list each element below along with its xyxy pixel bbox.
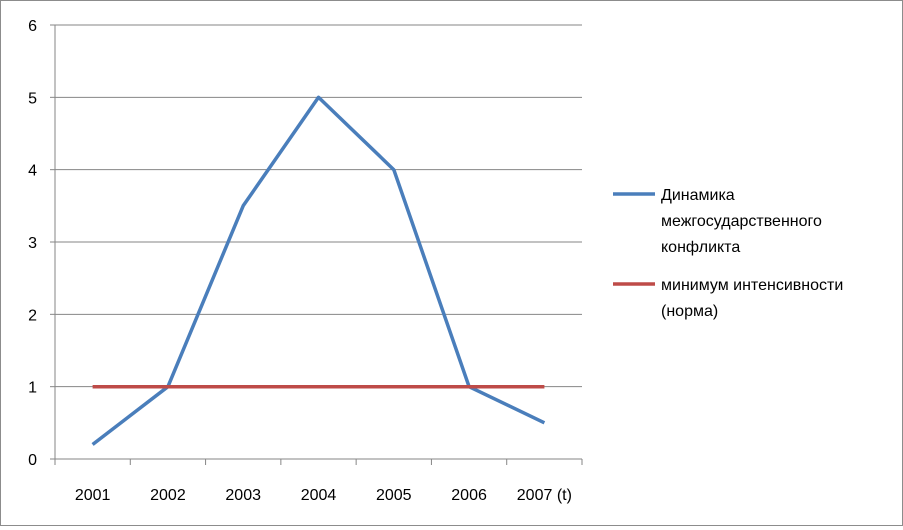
x-tick-label: 2001: [75, 487, 111, 504]
x-tick-label: 2007 (t): [517, 487, 572, 504]
series-lines: [93, 97, 545, 444]
x-tick-label: 2004: [301, 487, 337, 504]
y-tick-label: 3: [28, 235, 37, 252]
y-tick-label: 1: [28, 380, 37, 397]
y-tick-label: 0: [28, 452, 37, 469]
y-tick-label: 6: [28, 18, 37, 35]
x-tick-label: 2003: [225, 487, 261, 504]
y-tick-labels: 0 1 2 3 4 5 6: [28, 18, 37, 469]
y-tick-label: 5: [28, 90, 37, 107]
x-tick-label: 2002: [150, 487, 186, 504]
series-line-0: [93, 97, 545, 444]
legend-label-1: минимум интенсивности(норма): [661, 277, 843, 320]
y-tick-label: 4: [28, 163, 37, 180]
x-tick-labels: 2001 2002 2003 2004 2005 2006 2007 (t): [75, 487, 572, 504]
x-tick-label: 2005: [376, 487, 412, 504]
y-tick-label: 2: [28, 307, 37, 324]
gridlines: [55, 25, 582, 387]
axes: [50, 25, 582, 465]
x-tick-label: 2006: [451, 487, 487, 504]
